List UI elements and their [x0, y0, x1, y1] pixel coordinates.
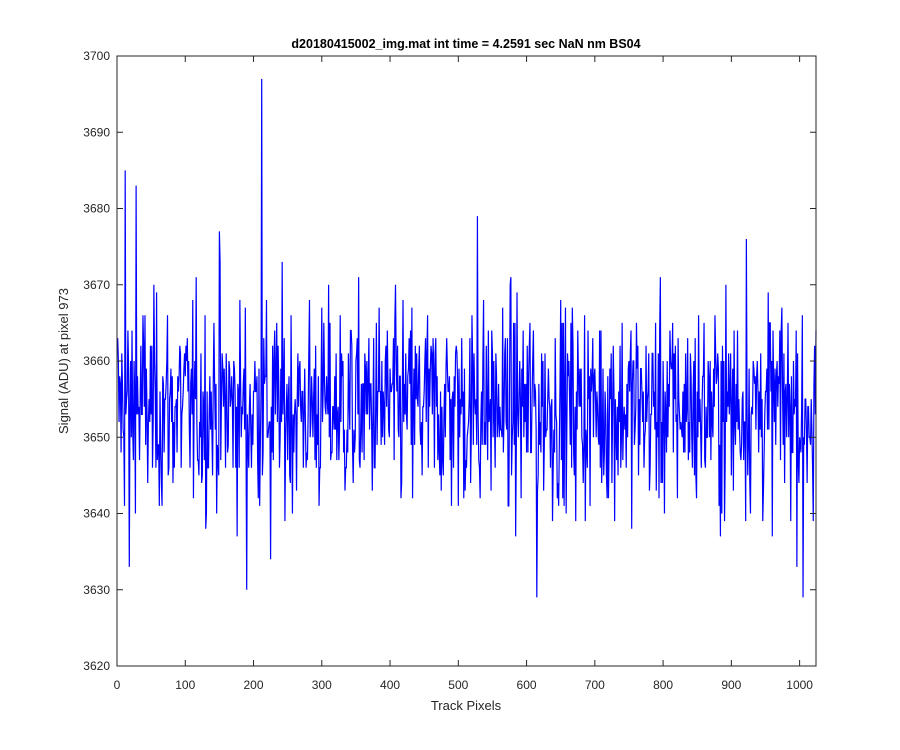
y-tick-label: 3690 — [83, 125, 110, 139]
x-tick-label: 1000 — [786, 678, 813, 692]
x-tick-label: 900 — [721, 678, 741, 692]
y-tick-label: 3630 — [83, 583, 110, 597]
series-layer — [117, 78, 817, 598]
y-tick-label: 3620 — [83, 659, 110, 673]
y-tick-label: 3660 — [83, 354, 110, 368]
x-tick-label: 100 — [175, 678, 195, 692]
x-axis-label: Track Pixels — [431, 698, 502, 713]
y-tick-label: 3670 — [83, 278, 110, 292]
x-tick-label: 400 — [380, 678, 400, 692]
x-tick-label: 500 — [448, 678, 468, 692]
x-tick-label: 300 — [312, 678, 332, 692]
y-axis-label: Signal (ADU) at pixel 973 — [56, 288, 71, 434]
series-line — [117, 78, 817, 598]
x-tick-label: 0 — [114, 678, 121, 692]
x-tick-label: 200 — [244, 678, 264, 692]
y-tick-label: 3700 — [83, 49, 110, 63]
x-tick-label: 700 — [585, 678, 605, 692]
y-tick-label: 3680 — [83, 202, 110, 216]
x-tick-label: 800 — [653, 678, 673, 692]
x-tick-label: 600 — [517, 678, 537, 692]
ticks-layer: 0 100 200 300 400 500 600 700 800 900 1000 3620 3630… — [83, 49, 816, 692]
y-tick-label: 3650 — [83, 430, 110, 444]
chart-title: d20180415002_img.mat int time = 4.2591 s… — [291, 37, 640, 51]
y-tick-label: 3640 — [83, 507, 110, 521]
